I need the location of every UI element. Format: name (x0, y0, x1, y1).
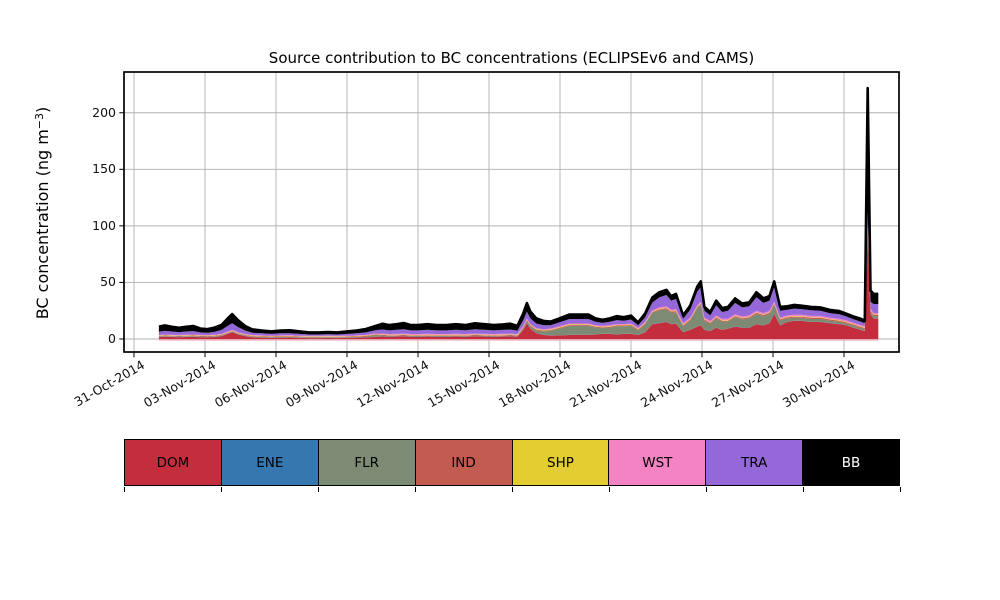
legend-item-SHP: SHP (512, 440, 610, 485)
legend: DOM ENE FLR IND SHP WST TRA BB (124, 439, 900, 486)
area-layer-FLR (158, 227, 879, 338)
legend-item-ENE: ENE (221, 440, 319, 485)
total-line (158, 86, 879, 334)
plot-border (123, 71, 900, 353)
legend-item-BB: BB (803, 440, 899, 485)
legend-item-DOM: DOM (125, 440, 222, 485)
legend-item-IND: IND (415, 440, 513, 485)
legend-item-FLR: FLR (318, 440, 416, 485)
legend-item-WST: WST (609, 440, 707, 485)
area-layer-DOM (158, 231, 879, 339)
area-layer-BB (158, 88, 879, 335)
chart-title: Source contribution to BC concentrations… (268, 49, 755, 67)
legend-item-TRA: TRA (706, 440, 804, 485)
